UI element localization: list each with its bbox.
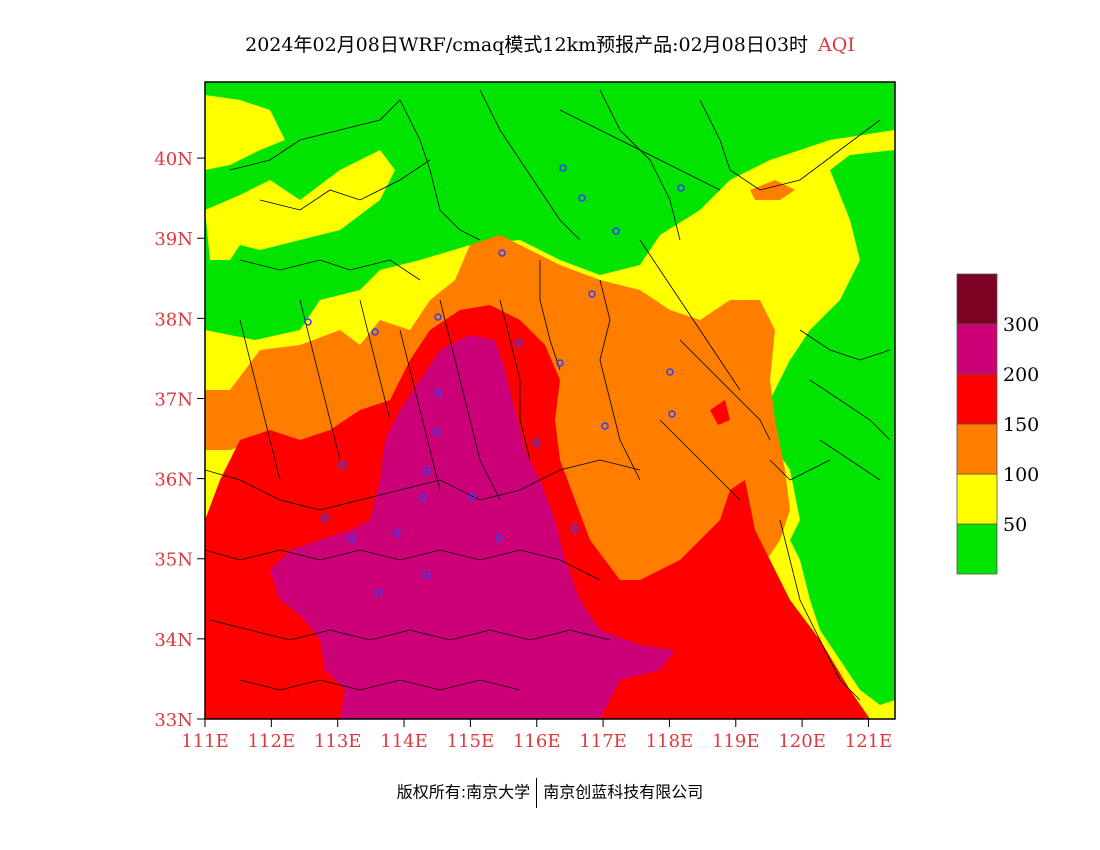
city-marker [677, 184, 685, 192]
city-marker [348, 535, 356, 543]
legend-swatch [956, 373, 998, 425]
legend-label: 100 [1003, 464, 1039, 486]
lat-tick-label: 35N [154, 550, 193, 571]
lat-tick-label: 38N [154, 309, 193, 330]
city-marker [559, 164, 567, 172]
legend-swatch [956, 273, 998, 325]
aqi-legend: 50 100 150 200 300 [956, 273, 1039, 575]
legend-label: 300 [1003, 314, 1039, 336]
lon-tick-label: 114E [380, 731, 428, 752]
lon-tick-label: 121E [845, 731, 893, 752]
city-markers [304, 164, 685, 597]
longitude-axis: 111E 112E 113E 114E 115E 116E 117E 118E 119E 120E… [181, 719, 892, 752]
city-marker [556, 359, 564, 367]
city-marker [434, 389, 442, 397]
footer-separator [536, 778, 538, 808]
legend-label: 200 [1003, 364, 1039, 386]
lat-tick-label: 39N [154, 229, 193, 250]
map-frame [204, 81, 896, 720]
zone-aqi-yellow [205, 95, 285, 170]
legend-swatch [956, 523, 998, 575]
lat-tick-label: 37N [154, 389, 193, 410]
lat-tick-label: 36N [154, 470, 193, 491]
city-marker [304, 318, 312, 326]
legend-label: 50 [1003, 514, 1027, 536]
city-marker [571, 525, 579, 533]
city-marker [321, 514, 329, 522]
map-title: 2024年02月08日WRF/cmaq模式12km预报产品:02月08日03时 A… [0, 30, 1100, 57]
city-marker [375, 589, 383, 597]
city-marker [588, 290, 596, 298]
city-marker [495, 534, 503, 542]
city-marker [434, 313, 442, 321]
city-marker [578, 194, 586, 202]
city-marker [532, 439, 540, 447]
city-marker [423, 571, 431, 579]
zone-aqi-yellow [205, 150, 395, 260]
city-marker [668, 410, 676, 418]
title-main: 2024年02月08日WRF/cmaq模式12km预报产品:02月08日03时 [245, 34, 809, 56]
city-marker [612, 227, 620, 235]
map-area [205, 82, 895, 719]
city-marker [423, 467, 431, 475]
lon-tick-label: 117E [579, 731, 627, 752]
lon-tick-label: 119E [712, 731, 760, 752]
title-aqi-label: AQI [818, 34, 855, 56]
lon-tick-label: 116E [513, 731, 561, 752]
legend-swatch [956, 423, 998, 475]
legend-swatch [956, 323, 998, 375]
lon-tick-label: 120E [778, 731, 826, 752]
lat-tick-label: 34N [154, 630, 193, 651]
city-marker [498, 249, 506, 257]
lon-tick-label: 118E [646, 731, 694, 752]
lon-tick-label: 112E [248, 731, 296, 752]
city-marker [338, 461, 346, 469]
legend-swatch [956, 473, 998, 525]
zone-aqi-purple [270, 335, 675, 719]
footer-credits: 版权所有:南京大学 南京创蓝科技有限公司 [0, 778, 1100, 808]
latitude-axis: 40N 39N 38N 37N 36N 35N 34N 33N [154, 149, 205, 731]
city-marker [514, 339, 522, 347]
city-marker [433, 428, 441, 436]
city-marker [666, 368, 674, 376]
city-marker [371, 328, 379, 336]
lon-tick-label: 115E [447, 731, 495, 752]
zone-aqi-red [710, 400, 730, 425]
city-marker [468, 493, 476, 501]
footer-company: 南京创蓝科技有限公司 [543, 782, 704, 802]
legend-label: 150 [1003, 414, 1039, 436]
city-marker [419, 494, 427, 502]
boundary-lines [205, 89, 891, 701]
footer-copyright: 版权所有:南京大学 [396, 782, 531, 802]
lat-tick-label: 40N [154, 149, 193, 170]
zone-aqi-orange [750, 180, 795, 200]
lat-tick-label: 33N [154, 710, 193, 731]
city-marker [393, 529, 401, 537]
city-marker [601, 422, 609, 430]
lon-tick-label: 111E [181, 731, 229, 752]
lon-tick-label: 113E [314, 731, 362, 752]
